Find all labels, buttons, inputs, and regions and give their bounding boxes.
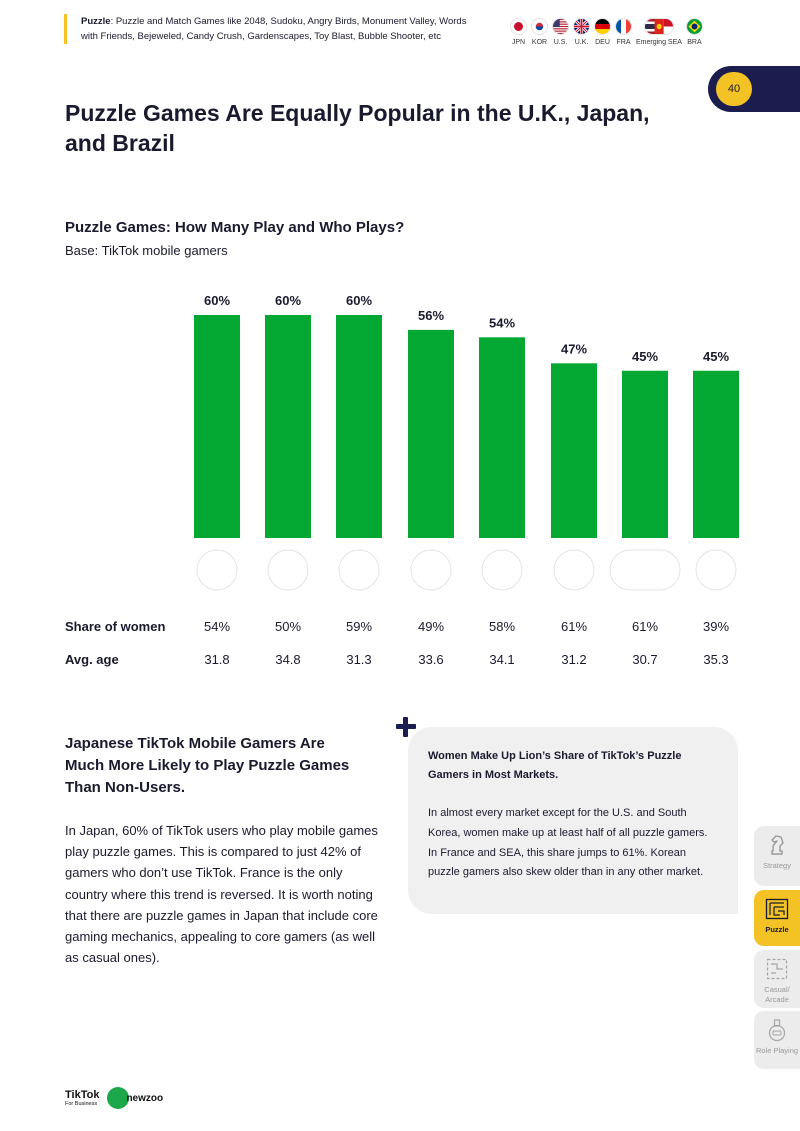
- tiktok-for-business-logo: TikTok For Business: [65, 1088, 100, 1107]
- legend-label: BRA: [687, 39, 702, 46]
- map-icon: [766, 958, 788, 980]
- bar-value-label: 45%: [632, 349, 658, 364]
- brazil-flag-icon: [685, 18, 703, 35]
- callout-body: In almost every market except for the U.…: [428, 807, 708, 879]
- legend-item: U.K.: [573, 18, 590, 46]
- side-nav-casual-arcade[interactable]: Casual/ Arcade: [754, 950, 800, 1008]
- note-text: : Puzzle and Match Games like 2048, Sudo…: [81, 16, 467, 42]
- chess-knight-icon: [771, 835, 784, 855]
- share-of-women-value: 50%: [274, 619, 302, 634]
- section-body: In Japan, 60% of TikTok users who play m…: [65, 823, 378, 966]
- market-legend: JPN KOR U.S. U.K. DEU FRA Emerging SEA B…: [510, 18, 707, 46]
- avg-age-value: 31.3: [346, 652, 372, 667]
- callout-heading: Women Make Up Lion’s Share of TikTok’s P…: [428, 750, 682, 781]
- bar-u-k-: [194, 315, 240, 538]
- bar-value-label: 60%: [275, 293, 301, 308]
- callout-box: Women Make Up Lion’s Share of TikTok’s P…: [408, 727, 738, 914]
- potion-icon: [768, 1019, 786, 1042]
- legend-label: Emerging SEA: [636, 39, 682, 46]
- legend-item: Emerging SEA: [636, 18, 682, 46]
- uk-flag-icon: [573, 18, 590, 35]
- avg-age-value: 31.2: [561, 652, 587, 667]
- share-of-women-value: 61%: [560, 619, 588, 634]
- chart-base-note: Base: TikTok mobile gamers: [65, 243, 228, 258]
- side-nav-label: Strategy: [763, 861, 791, 870]
- category-definition-note: Puzzle: Puzzle and Match Games like 2048…: [64, 14, 479, 44]
- bar-value-label: 60%: [346, 293, 372, 308]
- newzoo-logo: newzoo: [107, 1087, 163, 1109]
- footer-logos: TikTok For Business newzoo: [65, 1087, 163, 1109]
- france-flag-icon: [553, 549, 595, 591]
- bar-emerging-sea: [622, 370, 668, 538]
- share-of-women-label: Share of women: [65, 619, 166, 634]
- bar-brazil: [336, 315, 382, 538]
- legend-item: KOR: [531, 18, 548, 46]
- side-nav-label: Casual/ Arcade: [764, 985, 790, 1004]
- sea-flags-icon: [609, 549, 681, 591]
- legend-item: FRA: [615, 18, 632, 46]
- page-number: 40: [716, 72, 752, 106]
- bar-value-label: 56%: [418, 308, 444, 323]
- note-label: Puzzle: [81, 16, 111, 27]
- share-of-women-value: 59%: [345, 619, 373, 634]
- korea-flag-icon: [531, 18, 548, 35]
- plus-icon: [396, 717, 416, 737]
- legend-item: JPN: [510, 18, 527, 46]
- bar-france: [551, 363, 597, 538]
- page-title: Puzzle Games Are Equally Popular in the …: [65, 100, 650, 156]
- sea-flags-icon: [643, 18, 674, 35]
- share-of-women-value: 54%: [203, 619, 231, 634]
- bar-japan: [265, 315, 311, 538]
- france-flag-icon: [615, 18, 632, 35]
- japan-flag-icon: [267, 549, 309, 591]
- legend-item: DEU: [594, 18, 611, 46]
- avg-age-value: 34.8: [275, 652, 301, 667]
- side-nav-puzzle[interactable]: Puzzle: [754, 890, 800, 946]
- avg-age-value: 30.7: [632, 652, 658, 667]
- korea-flag-icon: [695, 549, 737, 591]
- maze-icon: [765, 898, 789, 920]
- side-nav-label: Role Playing: [755, 1046, 799, 1055]
- share-of-women-value: 61%: [631, 619, 659, 634]
- side-nav-strategy[interactable]: Strategy: [754, 826, 800, 886]
- chart-title: Puzzle Games: How Many Play and Who Play…: [65, 219, 405, 236]
- legend-label: FRA: [616, 39, 631, 46]
- bar-u-s-: [408, 329, 454, 538]
- avg-age-value: 31.8: [204, 652, 230, 667]
- bar-value-label: 60%: [204, 293, 230, 308]
- germany-flag-icon: [594, 18, 611, 35]
- bar-germany: [479, 337, 525, 538]
- bar-value-label: 45%: [703, 349, 729, 364]
- legend-label: DEU: [595, 39, 610, 46]
- side-nav-role-playing[interactable]: Role Playing: [754, 1011, 800, 1069]
- legend-item: U.S.: [552, 18, 569, 46]
- bar-chart: 60% 60% 60% 56% 54% 47% 45% 45%: [194, 293, 739, 591]
- legend-label: U.K.: [574, 39, 589, 46]
- usa-flag-icon: [410, 549, 452, 591]
- avg-age-label: Avg. age: [65, 652, 119, 667]
- avg-age-value: 35.3: [703, 652, 729, 667]
- newzoo-mark-icon: [107, 1087, 130, 1109]
- bar-value-label: 54%: [489, 315, 515, 330]
- legend-label: KOR: [531, 39, 548, 46]
- avg-age-value: 34.1: [489, 652, 515, 667]
- share-of-women-value: 49%: [417, 619, 445, 634]
- uk-flag-icon: [196, 549, 238, 591]
- legend-label: JPN: [511, 39, 526, 46]
- side-nav-label: Puzzle: [765, 925, 789, 934]
- usa-flag-icon: [552, 18, 569, 35]
- avg-age-value: 33.6: [418, 652, 444, 667]
- share-of-women-value: 58%: [488, 619, 516, 634]
- bar-value-label: 47%: [561, 341, 587, 356]
- legend-label: U.S.: [553, 39, 568, 46]
- japan-flag-icon: [510, 18, 527, 35]
- germany-flag-icon: [481, 549, 523, 591]
- share-of-women-value: 39%: [702, 619, 730, 634]
- bar-south-korea: [693, 370, 739, 538]
- legend-item: BRA: [685, 18, 703, 46]
- section-heading: Japanese TikTok Mobile Gamers Are Much M…: [65, 735, 350, 796]
- brazil-flag-icon: [338, 549, 380, 591]
